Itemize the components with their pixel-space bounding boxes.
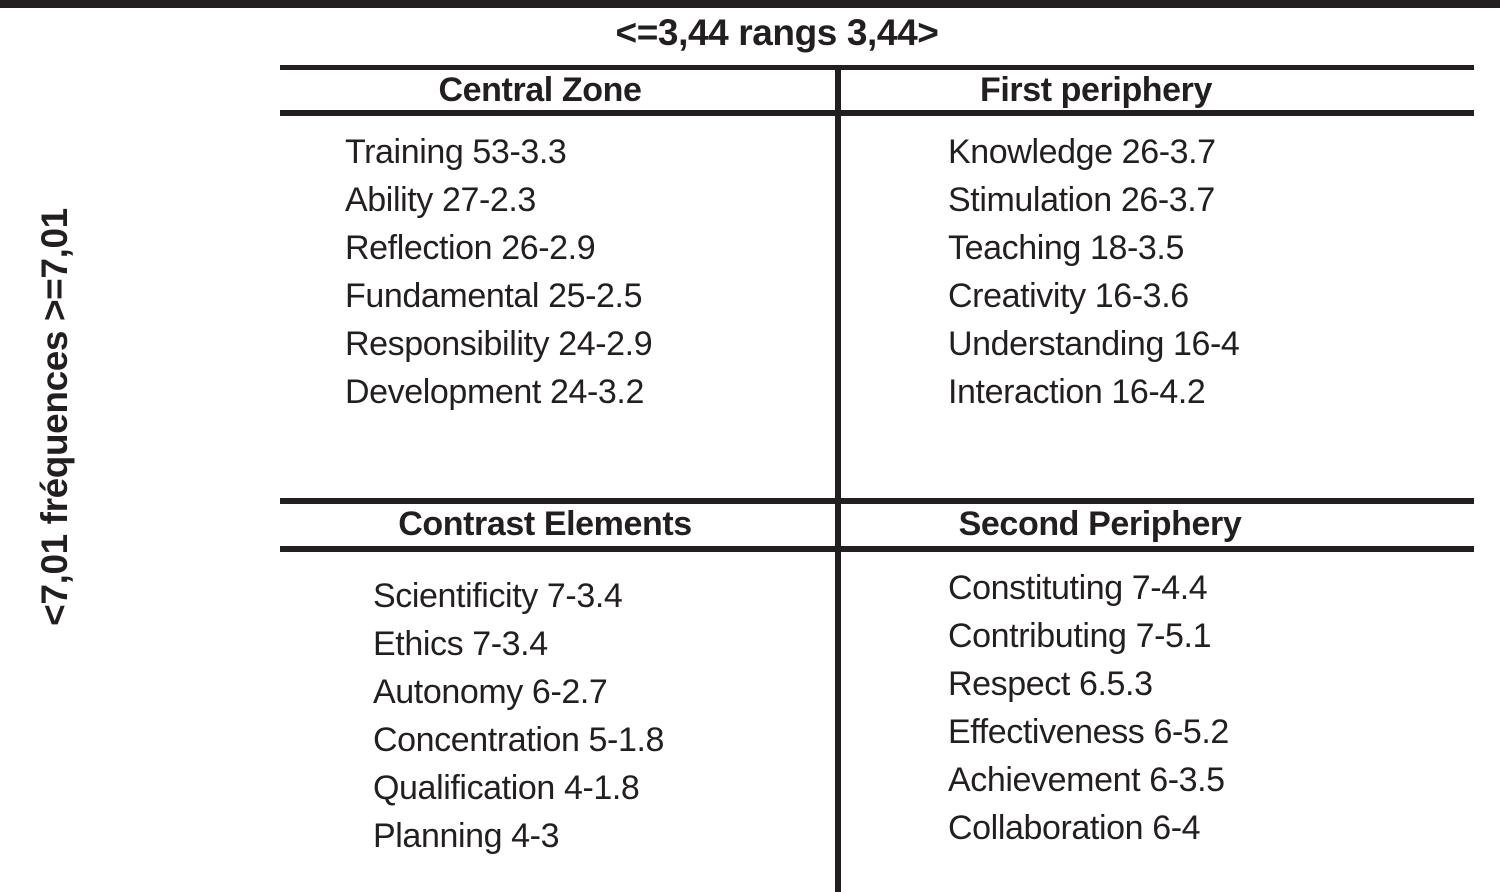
ranks-axis-label: <=3,44 rangs 3,44> [615, 12, 939, 53]
quadrant-item: Training 53-3.3 [345, 133, 567, 171]
table-rule-under-bottom-headers [280, 546, 1474, 552]
quadrant-item: Effectiveness 6-5.2 [948, 713, 1229, 751]
quadrant-item: Planning 4-3 [373, 817, 560, 855]
top-border-bar [0, 0, 1500, 8]
quadrant-item: Development 24-3.2 [345, 373, 644, 411]
quadrant-item: Teaching 18-3.5 [948, 229, 1184, 267]
quadrant-list-first-periphery: Knowledge 26-3.7 Stimulation 26-3.7 Teac… [948, 128, 1240, 416]
quadrant-list-central-zone: Training 53-3.3 Ability 27-2.3 Reflectio… [345, 128, 653, 416]
quadrant-header-contrast-elements: Contrast Elements [398, 505, 692, 543]
quadrant-item: Collaboration 6-4 [948, 809, 1201, 847]
quadrant-item: Reflection 26-2.9 [345, 229, 596, 267]
quadrant-item: Ability 27-2.3 [345, 181, 536, 219]
quadrant-item: Fundamental 25-2.5 [345, 277, 643, 315]
quadrant-header-first-periphery: First periphery [979, 71, 1213, 109]
quadrant-item: Responsibility 24-2.9 [345, 325, 653, 363]
table-vertical-divider [835, 65, 841, 892]
quadrant-item: Knowledge 26-3.7 [948, 133, 1216, 171]
quadrant-item: Concentration 5-1.8 [373, 721, 665, 759]
quadrant-item: Scientificity 7-3.4 [373, 577, 623, 615]
quadrant-item: Stimulation 26-3.7 [948, 181, 1215, 219]
quadrant-header-second-periphery: Second Periphery [958, 505, 1242, 543]
quadrant-item: Ethics 7-3.4 [373, 625, 548, 663]
quadrant-item: Autonomy 6-2.7 [373, 673, 608, 711]
quadrant-item: Contributing 7-5.1 [948, 617, 1212, 655]
quadrant-list-contrast-elements: Scientificity 7-3.4 Ethics 7-3.4 Autonom… [373, 572, 664, 860]
quadrant-list-second-periphery: Constituting 7-4.4 Contributing 7-5.1 Re… [948, 564, 1229, 852]
table-rule-under-top-headers [280, 110, 1474, 116]
table-rule-above-bottom-headers [280, 498, 1474, 504]
quadrant-item: Creativity 16-3.6 [948, 277, 1189, 315]
quadrant-item: Respect 6.5.3 [948, 665, 1153, 703]
table-rule-top [280, 65, 1474, 70]
quadrant-header-central-zone: Central Zone [438, 71, 642, 109]
quadrant-item: Understanding 16-4 [948, 325, 1240, 363]
quadrant-item: Interaction 16-4.2 [948, 373, 1206, 411]
quadrant-item: Qualification 4-1.8 [373, 769, 640, 807]
frequency-axis-label: <7,01 fréquences >=7,01 [34, 208, 75, 626]
quadrant-item: Achievement 6-3.5 [948, 761, 1225, 799]
quadrant-item: Constituting 7-4.4 [948, 569, 1208, 607]
